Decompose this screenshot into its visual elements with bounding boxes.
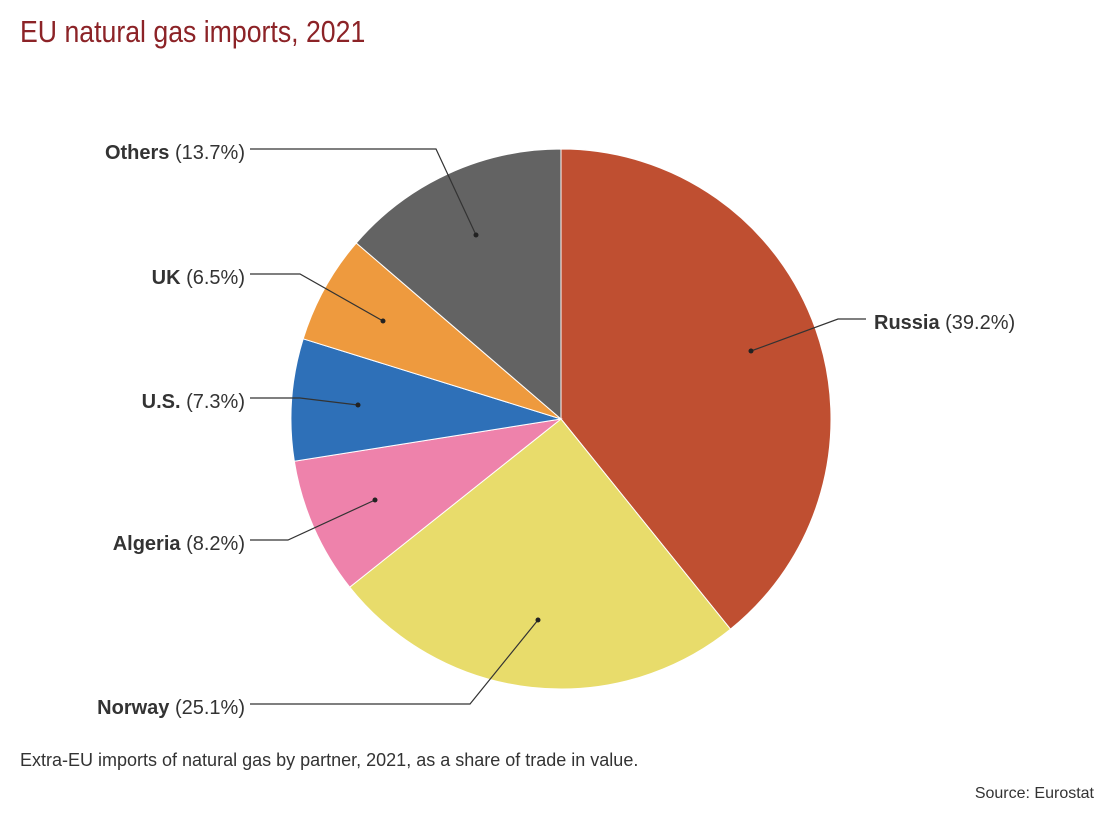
slice-label-name: Algeria: [113, 533, 182, 555]
leader-dot: [748, 348, 754, 354]
chart-caption: Extra-EU imports of natural gas by partn…: [20, 750, 639, 770]
pie-slice-u-s: [290, 338, 562, 462]
leader-line: [250, 273, 384, 322]
source-note: Source: Eurostat: [974, 785, 1094, 802]
pie-slice-russia: [560, 148, 832, 630]
leader-dot: [380, 318, 386, 324]
slice-labels: Russia (39.2%) Norway (25.1%) Algeria (8.2…: [97, 142, 1015, 719]
slice-label: UK (6.5%): [152, 267, 245, 289]
slice-label-name: Russia: [874, 312, 940, 334]
leader-line: [750, 318, 866, 352]
leader-dot: [372, 497, 378, 503]
slice-label-value: (13.7%): [169, 142, 245, 164]
leader-line: [250, 619, 539, 705]
leader-line: [250, 397, 359, 406]
slice-label: Algeria (8.2%): [113, 533, 245, 555]
slice-label-value: (6.5%): [181, 267, 245, 289]
slice-label-value: (39.2%): [940, 312, 1016, 334]
slice-label-value: (8.2%): [181, 533, 245, 555]
leader-dot: [473, 232, 479, 238]
leader-line: [250, 499, 376, 541]
slice-label: Others (13.7%): [105, 142, 245, 164]
leader-lines: [250, 148, 866, 705]
slice-label-name: Norway: [97, 697, 170, 719]
slice-label-name: U.S.: [142, 391, 181, 413]
slice-label-value: (25.1%): [169, 697, 245, 719]
pie-slice-others: [355, 148, 562, 421]
slice-label-value: (7.3%): [181, 391, 245, 413]
chart-title: EU natural gas imports, 2021: [20, 14, 366, 49]
leader-dot: [535, 617, 541, 623]
slice-label: Russia (39.2%): [874, 312, 1015, 334]
slice-label-name: Others: [105, 142, 169, 164]
leader-dot: [355, 402, 361, 408]
pie-slice-norway: [349, 418, 732, 690]
slice-label: U.S. (7.3%): [142, 391, 245, 413]
slice-label: Norway (25.1%): [97, 697, 245, 719]
pie-chart: Russia (39.2%) Norway (25.1%) Algeria (8.2…: [97, 142, 1015, 719]
slice-label-name: UK: [152, 267, 181, 289]
leader-line: [250, 148, 477, 236]
pie-slices: [290, 148, 832, 690]
